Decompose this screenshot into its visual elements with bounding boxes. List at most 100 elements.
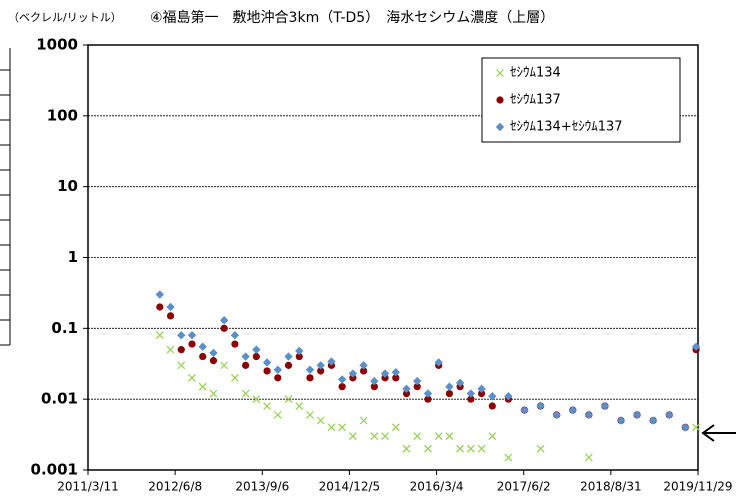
marker-diamond [337,375,347,384]
marker-circle [392,374,400,382]
marker-diamond [681,423,690,432]
y-unit: （ベクレル/リットル） [8,11,122,24]
marker-x [338,423,347,432]
x-tick-label: 2017/6/2 [497,480,551,494]
marker-x [166,345,175,354]
x-tick-label: 2016/3/4 [410,480,464,494]
marker-circle [295,352,303,361]
marker-x [413,432,422,441]
marker-diamond [327,357,336,366]
marker-diamond [359,361,368,370]
marker-diamond [348,369,358,378]
marker-circle [402,389,411,398]
marker-diamond [434,358,443,367]
marker-x [477,444,486,453]
marker-x [381,432,389,441]
legend-label: ｾｼｳﾑ134 [510,66,561,81]
marker-x [295,402,304,410]
x-tick-label: 2014/12/5 [319,480,381,494]
y-tick-label: 0.1 [51,319,78,337]
marker-x [504,453,513,462]
marker-circle [220,324,228,332]
x-tick-label: 2019/11/29 [663,480,732,494]
marker-diamond [402,384,411,394]
marker-circle [381,374,389,382]
marker-x [456,444,465,453]
x-tick-label: 2012/6/8 [148,480,202,494]
marker-x [434,432,443,441]
marker-diamond [504,392,513,401]
marker-diamond [177,330,186,340]
y-tick-label: 10 [57,177,78,195]
marker-diamond [552,410,561,420]
marker-diamond [370,376,379,386]
marker-diamond [252,345,261,354]
marker-x [327,423,336,432]
marker-circle [424,395,432,403]
y-tick-label: 0.001 [31,461,78,479]
marker-x [155,331,164,340]
marker-x [316,416,325,425]
marker-diamond [568,405,577,415]
marker-diamond [155,290,165,299]
marker-circle [188,340,196,348]
marker-x [445,432,454,441]
x-tick-label: 2013/9/6 [235,480,289,494]
marker-diamond [209,348,218,358]
marker-diamond [477,384,486,394]
marker-diamond [423,389,433,398]
marker-diamond [262,358,272,367]
marker-circle [338,383,346,391]
marker-diamond [187,330,197,340]
legend-label: ｾｼｳﾑ137 [510,93,561,108]
y-tick-label: 100 [47,106,78,124]
marker-x [466,444,475,453]
marker-circle [467,395,475,403]
marker-diamond [455,378,465,388]
marker-x [359,416,368,425]
x-tick-label: 2018/8/31 [580,480,642,494]
marker-circle [274,374,282,382]
marker-diamond [230,330,240,340]
marker-diamond [445,382,454,391]
marker-diamond [691,342,701,351]
marker-x [273,410,282,419]
marker-diamond [273,365,282,374]
marker-x [284,395,293,404]
marker-diamond [295,346,304,356]
marker-diamond [316,361,325,370]
marker-x [230,373,239,382]
marker-x [177,361,186,370]
arrow [701,424,736,442]
marker-circle [370,383,378,391]
marker-circle [317,367,325,375]
legend-label: ｾｼｳﾑ134+ｾｼｳﾑ137 [510,120,623,135]
marker-diamond [632,410,642,420]
marker-x [488,432,497,441]
marker-diamond [648,416,658,425]
marker-diamond [665,410,674,420]
marker-circle [231,340,239,348]
marker-circle [242,361,250,369]
marker-circle [360,367,368,375]
marker-diamond [584,410,594,420]
marker-circle [413,383,421,391]
marker-x [536,444,545,453]
marker-diamond [391,368,400,377]
marker-diamond [241,352,250,361]
marker-diamond [284,352,293,361]
marker-x [220,361,229,370]
marker-x [424,444,432,453]
marker-diamond [616,416,626,425]
marker-circle [445,389,454,398]
marker-circle [209,357,218,365]
marker-diamond [466,389,476,398]
marker-x [252,395,261,404]
marker-x [584,453,593,462]
legend-marker [496,69,504,77]
marker-x [306,410,314,419]
marker-diamond [219,316,229,325]
marker-circle [263,367,271,375]
marker-diamond [600,401,610,411]
marker-x [692,423,701,432]
